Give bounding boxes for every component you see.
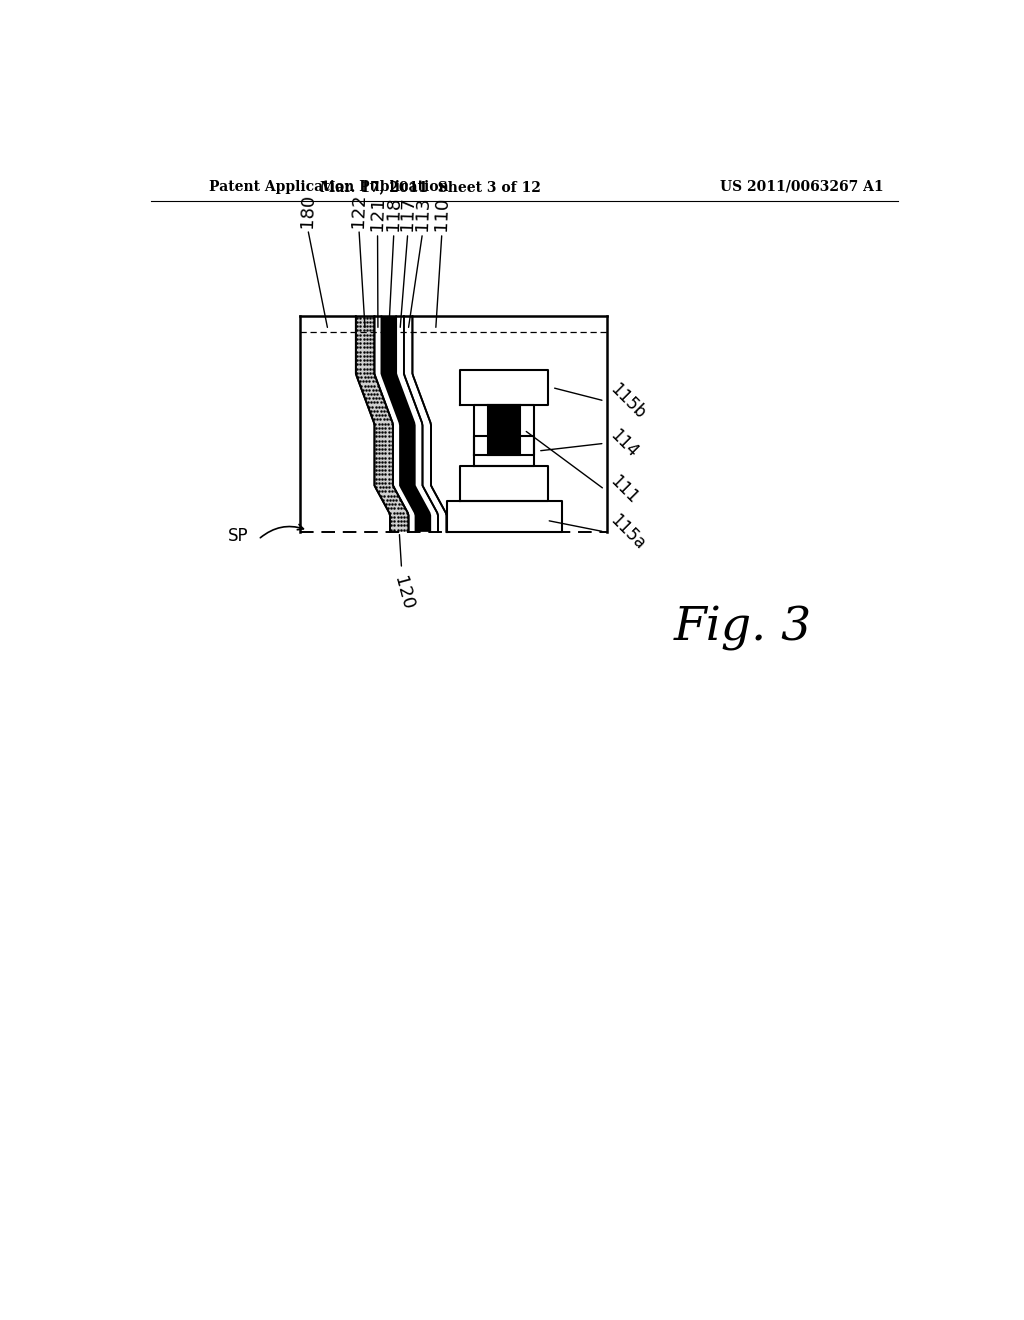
Bar <box>488 405 520 455</box>
Polygon shape <box>403 317 446 532</box>
Text: Fig. 3: Fig. 3 <box>674 606 812 651</box>
Text: Patent Application Publication: Patent Application Publication <box>209 180 449 194</box>
Text: 115b: 115b <box>606 380 649 422</box>
Text: 122: 122 <box>349 193 369 227</box>
Polygon shape <box>356 317 409 532</box>
Text: US 2011/0063267 A1: US 2011/0063267 A1 <box>721 180 884 194</box>
Text: 117: 117 <box>398 197 418 231</box>
Text: 114: 114 <box>606 426 641 461</box>
Text: 120: 120 <box>390 574 416 612</box>
Polygon shape <box>381 317 430 532</box>
Text: 113: 113 <box>413 197 432 231</box>
Text: SP: SP <box>227 527 248 545</box>
Polygon shape <box>375 317 416 532</box>
Text: Mar. 17, 2011  Sheet 3 of 12: Mar. 17, 2011 Sheet 3 of 12 <box>319 180 541 194</box>
Text: 110: 110 <box>432 197 452 231</box>
Text: 118: 118 <box>384 197 403 231</box>
Polygon shape <box>396 317 438 532</box>
Text: 115a: 115a <box>606 511 648 553</box>
Text: 180: 180 <box>298 193 317 227</box>
Bar <box>300 317 607 532</box>
Text: 121: 121 <box>368 197 387 231</box>
Text: 111: 111 <box>606 471 641 507</box>
